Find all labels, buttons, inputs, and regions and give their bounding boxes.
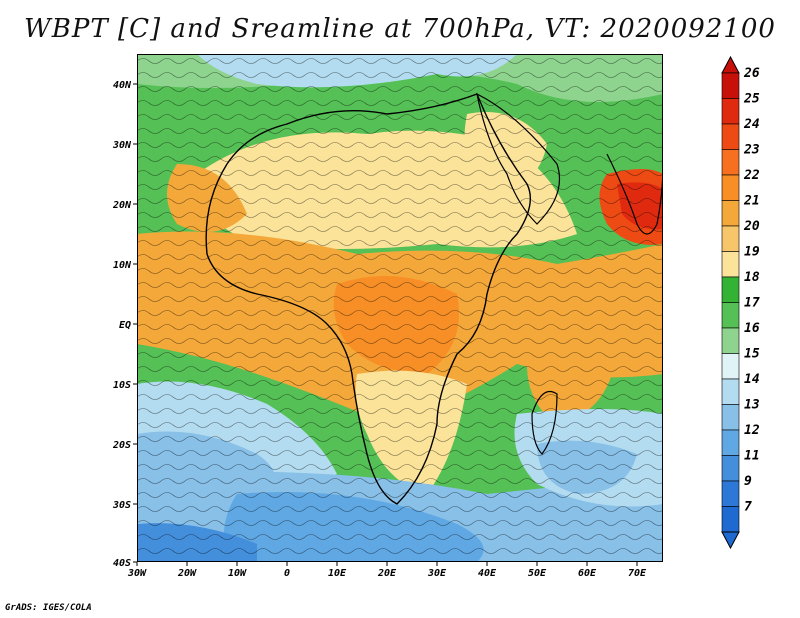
india-coastline bbox=[606, 153, 663, 235]
colorbar-swatch bbox=[721, 149, 740, 176]
colorbar-label: 25 bbox=[743, 92, 760, 107]
colorbar-label: 7 bbox=[744, 500, 752, 515]
madagascar-coastline bbox=[531, 390, 558, 455]
colorbar-swatch bbox=[721, 225, 740, 252]
lat-label: 30S bbox=[112, 500, 131, 511]
colorbar-label: 23 bbox=[743, 143, 760, 158]
colorbar-label: 16 bbox=[744, 321, 760, 336]
colorbar-swatch bbox=[721, 200, 740, 227]
colorbar-max-arrow bbox=[721, 55, 740, 74]
lon-label: 50E bbox=[528, 568, 547, 579]
colorbar-swatch bbox=[721, 174, 740, 201]
lon-label: 70E bbox=[628, 568, 647, 579]
colorbar-label: 11 bbox=[744, 449, 760, 464]
colorbar-label: 12 bbox=[744, 423, 760, 438]
lon-label: 40E bbox=[478, 568, 497, 579]
colorbar-swatch bbox=[721, 327, 740, 354]
colorbar-label: 20 bbox=[743, 219, 760, 234]
lon-label: 20E bbox=[377, 568, 397, 579]
colorbar-swatch bbox=[721, 302, 740, 329]
lat-label: 40N bbox=[113, 80, 132, 91]
colorbar-label: 24 bbox=[743, 117, 760, 132]
colorbar-swatch bbox=[721, 404, 740, 431]
colorbar-swatch bbox=[721, 455, 740, 482]
lon-label: 10W bbox=[228, 568, 247, 579]
map-panel bbox=[137, 54, 663, 562]
africa-coastline bbox=[205, 93, 531, 505]
lon-label: 30E bbox=[427, 568, 447, 579]
colorbar-label: 18 bbox=[744, 270, 760, 285]
colorbar-min-arrow bbox=[721, 531, 740, 550]
colorbar-swatch bbox=[721, 72, 740, 99]
colorbar-swatch bbox=[721, 98, 740, 125]
colorbar-swatch bbox=[721, 276, 740, 303]
lat-label: 40S bbox=[113, 558, 131, 569]
arabia-coastline bbox=[476, 92, 561, 225]
colorbar-label: 9 bbox=[744, 474, 752, 489]
chart-title: WBPT [C] and Sreamline at 700hPa, VT: 20… bbox=[24, 14, 776, 44]
colorbar-label: 26 bbox=[743, 66, 760, 81]
lat-label: EQ bbox=[119, 320, 131, 331]
colorbar-label: 17 bbox=[744, 296, 760, 311]
colorbar-swatch bbox=[721, 429, 740, 456]
lon-label: 20W bbox=[177, 568, 197, 579]
lat-label: 20N bbox=[112, 200, 132, 211]
colorbar-label: 15 bbox=[744, 347, 760, 362]
colorbar-label: 14 bbox=[744, 372, 760, 387]
colorbar-swatch bbox=[721, 506, 740, 533]
lon-label: 30W bbox=[127, 568, 147, 579]
colorbar-swatch bbox=[721, 123, 740, 150]
lon-label: 10E bbox=[328, 568, 347, 579]
lon-label: 60E bbox=[578, 568, 597, 579]
colorbar-label: 22 bbox=[743, 168, 760, 183]
credit-text: GrADS: IGES/COLA bbox=[5, 603, 92, 613]
lon-label: 0 bbox=[284, 568, 290, 579]
wbpt-streamline-map bbox=[137, 54, 663, 562]
lat-label: 20S bbox=[112, 440, 131, 451]
map-border bbox=[137, 54, 663, 562]
colorbar-swatch bbox=[721, 378, 740, 405]
colorbar-swatch bbox=[721, 480, 740, 507]
colorbar-swatch bbox=[721, 353, 740, 380]
streamline-texture bbox=[137, 54, 663, 562]
colorbar-label: 19 bbox=[744, 245, 760, 260]
colorbar-swatch bbox=[721, 251, 740, 278]
lat-label: 10S bbox=[113, 380, 131, 391]
lat-label: 30N bbox=[112, 140, 132, 151]
colorbar-label: 21 bbox=[743, 194, 760, 209]
colorbar-label: 13 bbox=[744, 398, 760, 413]
lat-label: 10N bbox=[113, 260, 132, 271]
colorbar: 26 25 24 23 22 21 20 19 18 17 16 15 14 13 12 11 9 7 bbox=[721, 55, 760, 550]
